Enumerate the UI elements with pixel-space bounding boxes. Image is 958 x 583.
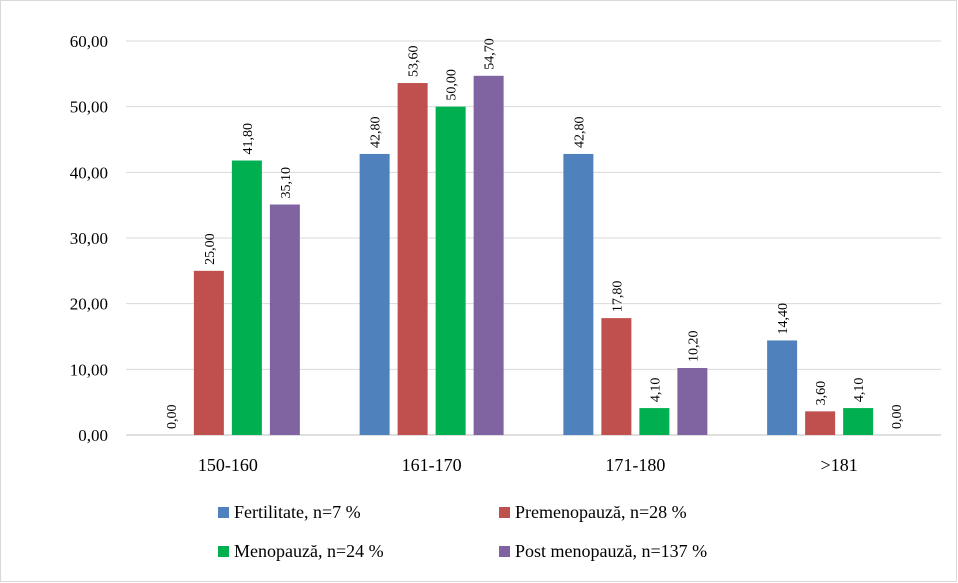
bar [767,340,798,435]
legend: Fertilitate, n=7 % Premenopauză, n=28 % Me… [218,502,707,561]
y-axis: 0,00 10,00 20,00 30,00 40,00 50,00 60,00 [70,32,108,445]
legend-swatch [499,546,510,557]
bar [843,408,874,435]
data-label: 0,00 [890,405,905,430]
data-label: 0,00 [165,405,180,430]
bar [231,160,262,435]
bar [677,368,708,435]
data-label: 14,40 [776,303,791,335]
y-tick-label: 60,00 [70,32,108,51]
legend-swatch [218,546,229,557]
y-tick-label: 30,00 [70,229,108,248]
legend-label: Menopauză, n=24 % [234,541,384,561]
y-tick-label: 10,00 [70,360,108,379]
bar [193,270,224,435]
bar [601,318,632,435]
data-label: 17,80 [610,281,625,313]
x-axis: 150-160 161-170 171-180 >181 [198,455,858,475]
bars [193,75,874,436]
bar [397,83,428,435]
data-label: 4,10 [852,378,867,403]
bar [435,106,466,436]
bar [269,204,300,435]
x-tick-label: 150-160 [198,455,258,475]
data-label: 42,80 [572,116,587,148]
data-label: 3,60 [814,381,829,406]
bar [359,153,390,436]
data-label: 41,80 [241,123,256,155]
bar [473,75,504,435]
legend-swatch [499,507,510,518]
x-tick-label: 171-180 [605,455,665,475]
legend-label: Fertilitate, n=7 % [234,502,361,522]
y-tick-label: 50,00 [70,98,108,117]
data-label: 4,10 [648,378,663,403]
data-labels: 0,00 25,00 41,80 35,10 42,80 53,60 50,00 54,70 4… [165,38,905,429]
y-tick-label: 20,00 [70,295,108,314]
data-label: 35,10 [279,167,294,199]
data-label: 54,70 [483,38,498,70]
data-label: 10,20 [686,331,701,363]
legend-label: Post menopauză, n=137 % [515,541,707,561]
y-tick-label: 40,00 [70,163,108,182]
y-tick-label: 0,00 [78,426,108,445]
bar [805,411,836,435]
bar [563,153,594,436]
data-label: 42,80 [369,116,384,148]
legend-label: Premenopauză, n=28 % [515,502,687,522]
legend-swatch [218,507,229,518]
bar [639,408,670,435]
data-label: 25,00 [203,233,218,265]
x-tick-label: 161-170 [402,455,462,475]
x-tick-label: >181 [821,455,858,475]
data-label: 50,00 [445,69,460,101]
data-label: 53,60 [407,46,422,78]
